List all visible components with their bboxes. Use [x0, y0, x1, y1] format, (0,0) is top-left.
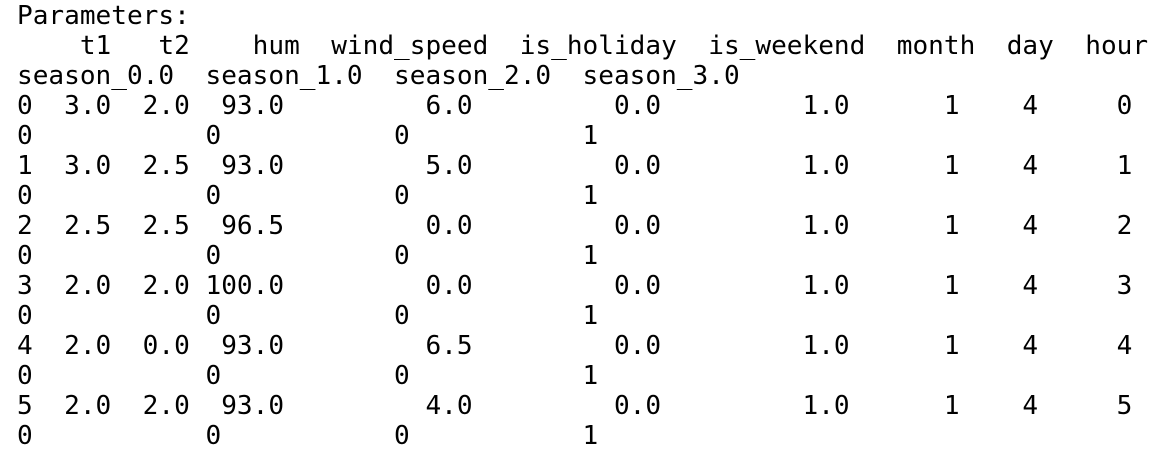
- table-row-wrap: 0 0 0 1: [17, 301, 599, 331]
- table-row-wrap: 0 0 0 1: [17, 181, 599, 211]
- table-row-wrap: 0 0 0 1: [17, 421, 599, 451]
- console-output: Parameters: t1 t2 hum wind_speed is_holi…: [17, 1, 1148, 451]
- table-row: 2 2.5 2.5 96.5 0.0 0.0 1.0 1 4 2: [17, 211, 1133, 241]
- column-header-wrap-line: season_0.0 season_1.0 season_2.0 season_…: [17, 61, 740, 91]
- table-row-wrap: 0 0 0 1: [17, 121, 599, 151]
- table-row: 0 3.0 2.0 93.0 6.0 0.0 1.0 1 4 0: [17, 91, 1133, 121]
- table-row-wrap: 0 0 0 1: [17, 241, 599, 271]
- header-label-line: Parameters:: [17, 1, 190, 31]
- table-row: 3 2.0 2.0 100.0 0.0 0.0 1.0 1 4 3: [17, 271, 1133, 301]
- table-row: 4 2.0 0.0 93.0 6.5 0.0 1.0 1 4 4: [17, 331, 1133, 361]
- table-row: 1 3.0 2.5 93.0 5.0 0.0 1.0 1 4 1: [17, 151, 1133, 181]
- column-header-line: t1 t2 hum wind_speed is_holiday is_weeke…: [17, 31, 1149, 61]
- table-row: 5 2.0 2.0 93.0 4.0 0.0 1.0 1 4 5: [17, 391, 1133, 421]
- table-row-wrap: 0 0 0 1: [17, 361, 599, 391]
